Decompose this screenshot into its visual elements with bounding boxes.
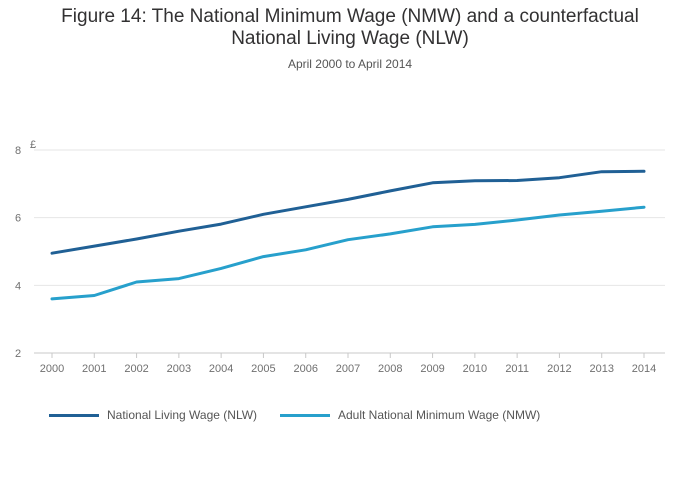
x-tick-label: 2012 (547, 363, 571, 375)
x-tick-label: 2010 (463, 363, 487, 375)
series-line-nlw (50, 169, 646, 255)
x-tick-label: 2005 (251, 363, 275, 375)
x-tick-label: 2013 (589, 363, 613, 375)
legend-label: Adult National Minimum Wage (NMW) (338, 408, 541, 422)
legend-swatch (49, 413, 99, 417)
x-tick-label: 2008 (378, 363, 402, 375)
x-tick-label: 2007 (336, 363, 360, 375)
legend-item: Adult National Minimum Wage (NMW) (280, 408, 540, 422)
chart-title: Figure 14: The National Minimum Wage (NM… (0, 6, 700, 50)
y-tick-label: 8 (15, 145, 21, 157)
x-tick-label: 2001 (82, 363, 106, 375)
legend-label: National Living Wage (NLW) (107, 408, 258, 422)
x-tick-label: 2011 (505, 363, 529, 375)
series (50, 169, 646, 301)
x-tick-label: 2000 (40, 363, 64, 375)
chart-title-line-1: Figure 14: The National Minimum Wage (NM… (61, 6, 639, 27)
x-tick-label: 2006 (293, 363, 317, 375)
y-tick-label: 2 (15, 348, 21, 360)
x-tick-label: 2014 (632, 363, 656, 375)
x-tick-label: 2003 (167, 363, 191, 375)
y-tick-label: 4 (15, 280, 21, 292)
y-tick-label: 6 (15, 213, 21, 225)
grid (34, 149, 665, 286)
x-tick-label: 2009 (420, 363, 444, 375)
legend-swatch (280, 413, 330, 417)
y-axis-label: £ (30, 139, 36, 151)
x-tick-label: 2004 (209, 363, 233, 375)
axes: 2 4 6 8 £2000 2001 2002 2003 2004 2005 2006 2007 200… (15, 139, 665, 375)
legend-item: National Living Wage (NLW) (49, 408, 257, 422)
x-tick-label: 2002 (124, 363, 148, 375)
chart-title-line-2: National Living Wage (NLW) (231, 28, 469, 49)
series-line-nmw (50, 205, 646, 301)
chart-subtitle: April 2000 to April 2014 (287, 57, 413, 71)
